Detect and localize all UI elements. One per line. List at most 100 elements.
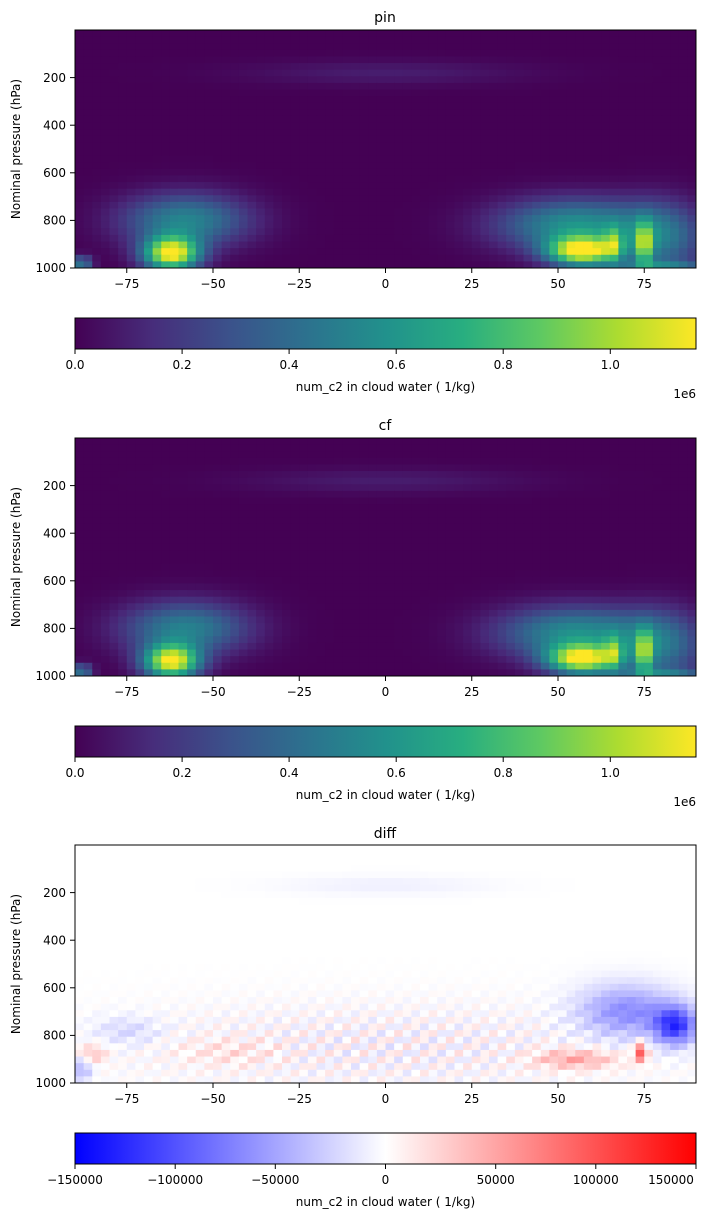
heatmap-cell	[118, 254, 128, 262]
heatmap-cell	[463, 543, 473, 551]
heatmap-cell	[385, 636, 395, 644]
heatmap-cell	[454, 221, 464, 229]
heatmap-cell	[514, 543, 525, 551]
heatmap-cell	[566, 583, 576, 591]
heatmap-cell	[489, 596, 499, 604]
heatmap-cell	[118, 215, 128, 223]
heatmap-cell	[92, 182, 102, 190]
heatmap-cell	[558, 576, 568, 585]
heatmap-cell	[540, 63, 550, 71]
heatmap-cell	[454, 36, 464, 44]
heatmap-cell	[506, 102, 516, 110]
heatmap-cell	[204, 201, 214, 210]
heatmap-cell	[118, 438, 128, 446]
heatmap-cell	[420, 129, 430, 137]
heatmap-cell	[445, 102, 456, 110]
heatmap-cell	[368, 36, 378, 44]
heatmap-cell	[109, 142, 119, 150]
heatmap-cell	[195, 221, 205, 229]
heatmap-cell	[411, 49, 421, 58]
heatmap-cell	[299, 69, 309, 77]
heatmap-cell	[187, 82, 197, 91]
heatmap-cell	[454, 188, 464, 196]
heatmap-cell	[566, 543, 576, 551]
heatmap-cell	[92, 636, 102, 644]
heatmap-cell	[342, 69, 352, 77]
heatmap-cell	[583, 590, 594, 598]
heatmap-cell	[299, 76, 309, 84]
heatmap-cell	[644, 636, 654, 644]
heatmap-cell	[92, 115, 102, 124]
heatmap-cell	[601, 149, 611, 157]
heatmap-cell	[635, 30, 645, 38]
heatmap-cell	[333, 583, 343, 591]
heatmap-cell	[566, 497, 576, 505]
heatmap-cell	[463, 576, 473, 585]
heatmap-cell	[678, 248, 688, 256]
heatmap-cell	[506, 649, 516, 657]
heatmap-cell	[540, 69, 550, 77]
heatmap-cell	[411, 596, 421, 604]
heatmap-cell	[532, 451, 542, 459]
heatmap-cell	[221, 195, 231, 203]
heatmap-cell	[627, 457, 637, 466]
heatmap-cell	[609, 510, 619, 518]
heatmap-cell	[273, 195, 283, 203]
chart-title: pin	[374, 10, 396, 26]
heatmap-cell	[480, 583, 490, 591]
heatmap-cell	[514, 241, 525, 249]
heatmap-cell	[213, 241, 223, 249]
heatmap-cell	[463, 82, 473, 91]
heatmap-cell	[282, 517, 292, 525]
heatmap-cell	[92, 122, 102, 130]
heatmap-cell	[514, 471, 525, 479]
heatmap-cell	[428, 129, 438, 137]
heatmap-cell	[187, 89, 197, 97]
heatmap-cell	[627, 221, 637, 229]
heatmap-cell	[92, 135, 102, 143]
heatmap-cell	[100, 142, 111, 150]
heatmap-cell	[583, 477, 594, 485]
heatmap-cell	[83, 616, 93, 624]
heatmap-cell	[394, 228, 404, 236]
heatmap-cell	[152, 438, 162, 446]
heatmap-cell	[471, 444, 481, 452]
heatmap-cell	[135, 36, 145, 44]
heatmap-cell	[178, 523, 188, 532]
heatmap-cell	[299, 63, 309, 71]
heatmap-cell	[126, 583, 136, 591]
heatmap-cell	[489, 570, 499, 578]
heatmap-cell	[601, 471, 611, 479]
heatmap-cell	[282, 490, 292, 499]
heatmap-cell	[420, 155, 430, 163]
heatmap-cell	[118, 261, 128, 268]
heatmap-cell	[126, 517, 136, 525]
heatmap-cell	[238, 122, 249, 130]
heatmap-cell	[230, 530, 240, 538]
heatmap-cell	[325, 550, 335, 558]
heatmap-cell	[532, 642, 542, 651]
heatmap-cell	[325, 115, 335, 124]
heatmap-cell	[135, 162, 145, 170]
heatmap-cell	[135, 195, 145, 203]
heatmap-cell	[428, 497, 438, 505]
heatmap-cell	[480, 629, 490, 637]
heatmap-cell	[558, 530, 568, 538]
heatmap-cell	[333, 96, 343, 104]
heatmap-cell	[661, 570, 671, 578]
heatmap-cell	[480, 149, 490, 157]
heatmap-cell	[118, 557, 128, 565]
heatmap-cell	[411, 201, 421, 210]
heatmap-cell	[644, 43, 654, 51]
heatmap-cell	[402, 444, 412, 452]
heatmap-cell	[75, 254, 85, 262]
heatmap-cell	[583, 56, 594, 64]
heatmap-cell	[83, 30, 93, 38]
heatmap-cell	[187, 603, 197, 611]
heatmap-cell	[75, 590, 85, 598]
heatmap-cell	[230, 195, 240, 203]
heatmap-cell	[514, 149, 525, 157]
heatmap-cell	[351, 550, 361, 558]
heatmap-cell	[333, 438, 343, 446]
heatmap-cell	[506, 175, 516, 183]
